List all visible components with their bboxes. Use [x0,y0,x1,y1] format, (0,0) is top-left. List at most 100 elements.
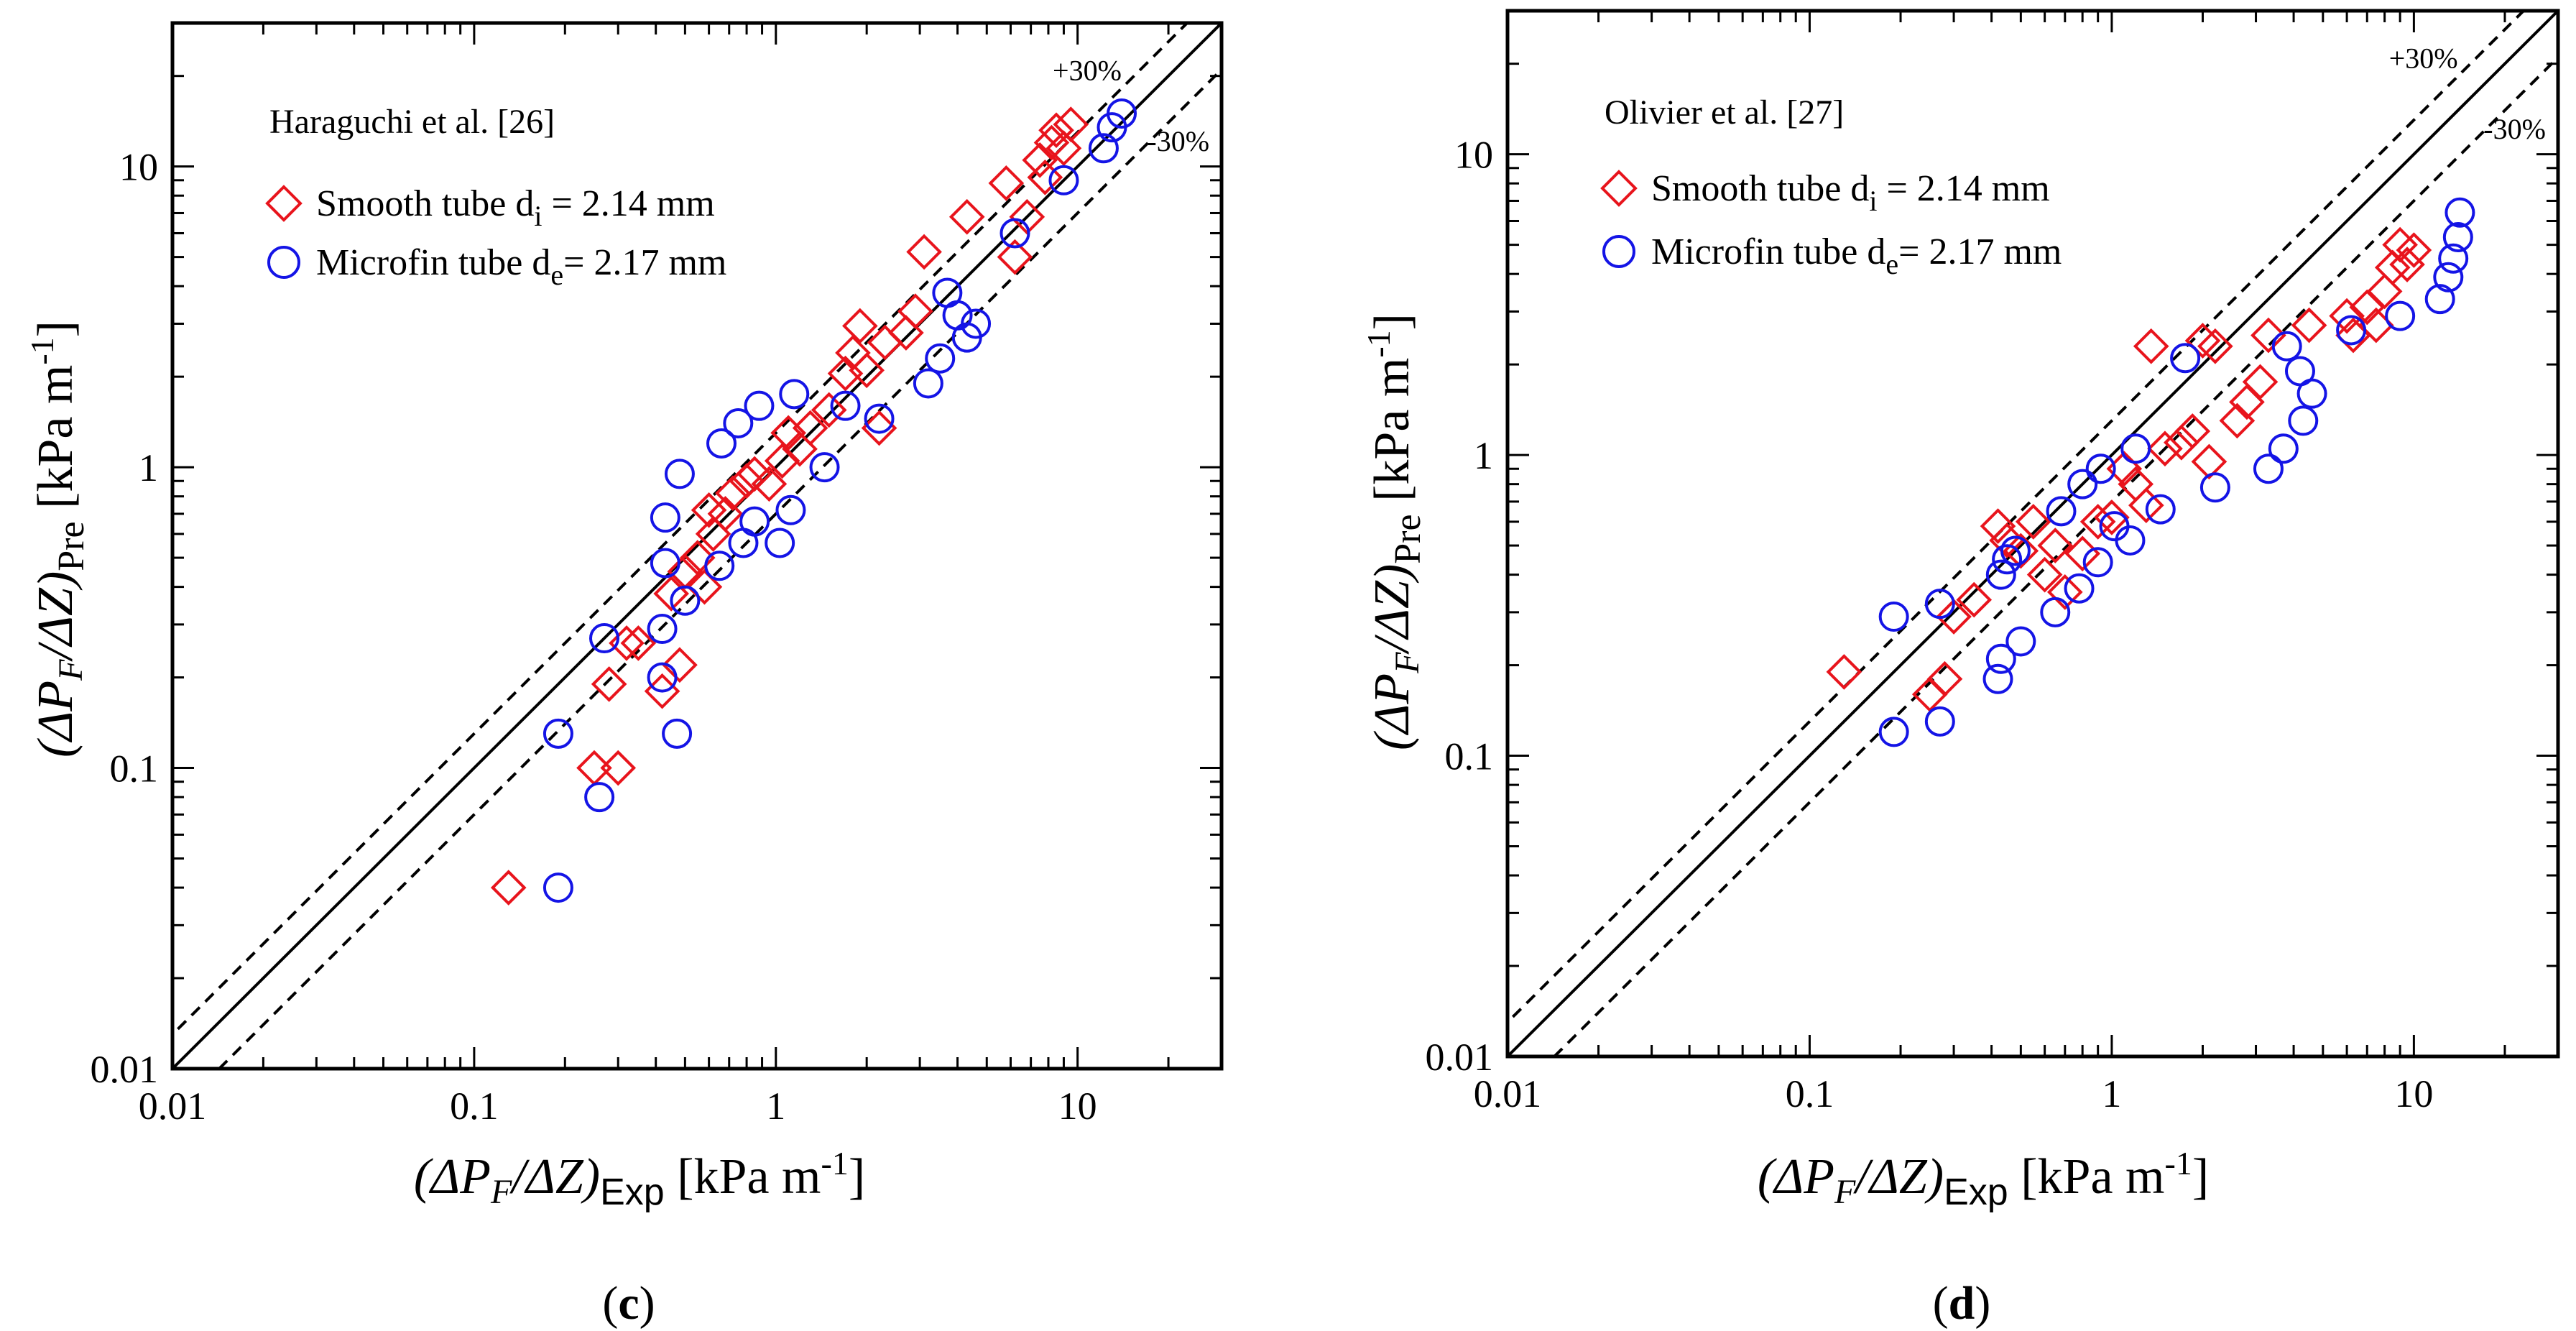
microfin-point [1088,133,1119,164]
smooth-point [2147,430,2183,467]
legend-label-subscript: e [1885,248,1898,280]
panel-label-letter: c [618,1277,639,1330]
microfin-point [913,368,943,399]
smooth-point [811,392,847,428]
panel-label-close: ) [640,1277,655,1330]
smooth-point [686,568,723,605]
axis-ticks [1506,9,2559,1058]
x-label-sub-f: F [490,1173,512,1211]
y-label-mid: /ΔZ) [1365,564,1420,655]
smooth-point [2133,328,2169,364]
x-label-main: (ΔP [1758,1149,1834,1205]
legend-label-tail: = 2.17 mm [563,242,726,283]
y-label-superscript: -1 [24,337,60,364]
microfin-point [2120,433,2151,464]
microfin-point [1000,218,1030,249]
microfin-point [864,403,895,434]
smooth-point [770,415,806,451]
panel-label-open: ( [602,1277,618,1330]
y-tick-label: 10 [1454,134,1493,177]
microfin-point [650,548,680,579]
panel-label-letter: d [1949,1277,1975,1330]
smooth-point [591,666,627,702]
smooth-point [2163,424,2199,461]
x-tick-label: 0.1 [1786,1072,1834,1115]
smooth-point [1027,159,1063,195]
y-tick-label: 1 [139,446,158,489]
microfin-point [543,718,573,749]
microfin-point [2438,243,2469,274]
smooth-point [861,410,897,446]
chart-panel-c: 0.01 0.1 1 10 0.01 0.1 1 10 +30% -30% Haraguchi et… [24,21,1224,1330]
smooth-point [2389,247,2425,282]
legend-label-tail: = 2.14 mm [542,183,714,224]
minus-30-label: -30% [1147,125,1209,157]
x-tick-label: 10 [1058,1084,1097,1128]
microfin-point [2000,535,2031,566]
smooth-point [2242,364,2279,400]
x-label-superscript: -1 [821,1145,849,1182]
microfin-point [543,872,573,903]
microfin-point [662,718,693,749]
legend-circle-marker [1602,235,1635,268]
microfin-point [2005,626,2036,657]
microfin-point [1878,717,1909,747]
smooth-point [1045,130,1082,167]
microfin-point [2082,547,2113,578]
y-label-unit: [kPa m [1365,358,1420,515]
smooth-point [1009,198,1045,235]
microfin-point [779,379,810,410]
y-tick-label: 0.01 [91,1048,159,1091]
plus-30-label: +30% [1053,55,1122,87]
legend-circle-marker [267,246,300,279]
smooth-point [2366,273,2403,310]
microfin-point [2199,472,2230,503]
microfin-point [1878,602,1909,632]
microfin-point [1048,165,1079,195]
smooth-point [1053,106,1089,142]
smooth-point [1826,654,1862,690]
panel-label: (d) [1933,1277,1991,1330]
y-axis-label: (ΔPF/ΔZ)Pre [kPa m-1] [24,321,92,757]
smooth-point [997,239,1033,275]
plot-frame [1505,9,2560,1059]
smooth-point [1956,581,1993,618]
microfin-point [2170,343,2201,374]
microfin-point [1985,643,2016,674]
legend-label: Microfin tube de= 2.17 mm [316,242,726,291]
smooth-point [609,625,645,661]
microfin-point [2271,331,2302,361]
microfin-point [961,308,992,339]
smooth-point [764,443,800,479]
y-tick-label: 0.01 [1426,1036,1494,1079]
microfin-point [2424,284,2455,315]
smooth-point [715,475,751,511]
y-label-sub-f: F [1388,652,1426,674]
plot-frame [170,21,1224,1071]
microfin-point [2253,453,2284,484]
microfin-point [2085,453,2116,484]
x-label-main: (ΔP [414,1149,491,1205]
smooth-point [867,324,903,361]
smooth-point [1022,142,1058,178]
legend-label-main: Smooth tube d [1651,168,1869,209]
microfin-point [925,343,956,374]
smooth-point [2046,574,2083,610]
x-tick-label: 10 [2394,1072,2433,1115]
smooth-point [707,496,744,532]
smooth-point [729,463,765,499]
microfin-point [2067,469,2098,499]
legend-label-main: Smooth tube d [316,183,534,224]
smooth-point [1033,124,1070,161]
smooth-point [2329,298,2365,334]
chart-panel-d: 0.01 0.1 1 10 0.01 0.1 1 10 +30% -30% Olivier et a… [1360,9,2560,1330]
x-label-mid: /ΔZ) [509,1149,600,1205]
y-tick-label: 10 [119,146,158,189]
smooth-point [490,870,527,906]
microfin-point [2268,433,2299,464]
x-tick-label: 0.01 [1474,1072,1542,1115]
smooth-point [2396,232,2432,268]
smooth-point [841,308,878,344]
smooth-point [1936,599,1972,635]
x-axis-label: (ΔPF/ΔZ)Exp [kPa m-1] [414,1145,865,1213]
